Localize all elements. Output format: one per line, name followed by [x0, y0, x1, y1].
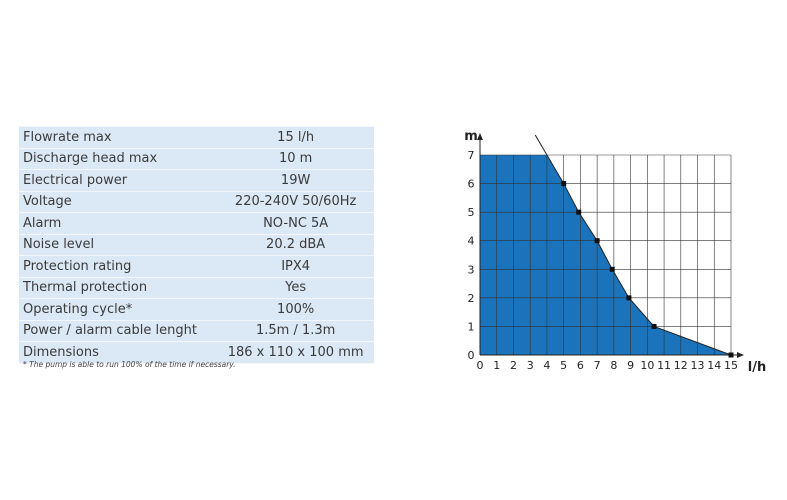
spec-label: Flowrate max — [19, 126, 218, 149]
spec-value: 1.5m / 1.3m — [217, 320, 374, 342]
data-point — [728, 352, 734, 358]
y-tick-label: 3 — [468, 263, 475, 276]
x-tick-label: 9 — [627, 359, 634, 372]
x-tick-label: 12 — [674, 359, 688, 372]
spec-value: 15 l/h — [217, 126, 374, 149]
x-tick-label: 10 — [640, 359, 654, 372]
x-tick-label: 11 — [657, 359, 671, 372]
spec-label: Discharge head max — [19, 148, 218, 170]
spec-row: Alarm NO-NC 5A — [19, 212, 374, 235]
spec-value: 10 m — [217, 148, 374, 170]
spec-row: Flowrate max 15 l/h — [19, 126, 374, 149]
spec-row: Power / alarm cable lenght 1.5m / 1.3m — [19, 320, 374, 342]
spec-value: Yes — [217, 277, 374, 299]
data-point — [626, 295, 632, 301]
curve-area — [480, 155, 731, 355]
y-tick-label: 1 — [468, 320, 475, 333]
spec-value: 20.2 dBA — [217, 234, 374, 256]
spec-label: Protection rating — [19, 255, 218, 278]
y-axis-arrow — [477, 133, 483, 140]
x-tick-label: 4 — [543, 359, 550, 372]
spec-row: Dimensions 186 x 110 x 100 mm — [19, 341, 374, 364]
spec-row: Protection rating IPX4 — [19, 255, 374, 278]
x-tick-label: 7 — [594, 359, 601, 372]
spec-label: Dimensions — [19, 341, 218, 364]
x-tick-label: 0 — [477, 359, 484, 372]
x-tick-label: 3 — [527, 359, 534, 372]
x-tick-label: 8 — [610, 359, 617, 372]
spec-value: 19W — [217, 169, 374, 192]
spec-label: Noise level — [19, 234, 218, 256]
y-tick-label: 7 — [468, 149, 475, 162]
data-point — [594, 238, 600, 244]
data-point — [561, 181, 567, 187]
spec-row: Voltage 220-240V 50/60Hz — [19, 191, 374, 213]
x-tick-label: 13 — [691, 359, 705, 372]
y-axis-label: m — [464, 129, 478, 144]
spec-row: Electrical power 19W — [19, 169, 374, 192]
spec-value: 186 x 110 x 100 mm — [217, 341, 374, 364]
x-tick-label: 6 — [577, 359, 584, 372]
y-tick-label: 6 — [468, 178, 475, 191]
spec-label: Alarm — [19, 212, 218, 235]
x-tick-label: 2 — [510, 359, 517, 372]
spec-row: Operating cycle* 100% — [19, 298, 374, 321]
y-tick-label: 5 — [468, 206, 475, 219]
spec-value: IPX4 — [217, 255, 374, 278]
spec-value: 100% — [217, 298, 374, 321]
spec-row: Noise level 20.2 dBA — [19, 234, 374, 256]
y-tick-label: 0 — [468, 349, 475, 362]
data-point — [576, 209, 582, 215]
spec-value: NO-NC 5A — [217, 212, 374, 235]
y-tick-label: 4 — [468, 235, 475, 248]
data-point — [651, 323, 657, 329]
x-tick-label: 1 — [493, 359, 500, 372]
x-tick-label: 5 — [560, 359, 567, 372]
spec-value: 220-240V 50/60Hz — [217, 191, 374, 213]
x-axis-label: l/h — [748, 360, 766, 375]
x-tick-label: 15 — [724, 359, 738, 372]
footnote: * The pump is able to run 100% of the ti… — [23, 360, 236, 369]
spec-label: Power / alarm cable lenght — [19, 320, 218, 342]
specifications-table: Flowrate max 15 l/h Discharge head max 10 m… — [19, 126, 374, 364]
spec-label: Voltage — [19, 191, 218, 213]
spec-label: Thermal protection — [19, 277, 218, 299]
data-point — [609, 266, 615, 272]
x-axis-arrow — [737, 352, 744, 358]
spec-row: Discharge head max 10 m — [19, 148, 374, 170]
spec-label: Operating cycle* — [19, 298, 218, 321]
spec-row: Thermal protection Yes — [19, 277, 374, 299]
x-tick-label: 14 — [707, 359, 721, 372]
y-tick-label: 2 — [468, 292, 475, 305]
spec-label: Electrical power — [19, 169, 218, 192]
